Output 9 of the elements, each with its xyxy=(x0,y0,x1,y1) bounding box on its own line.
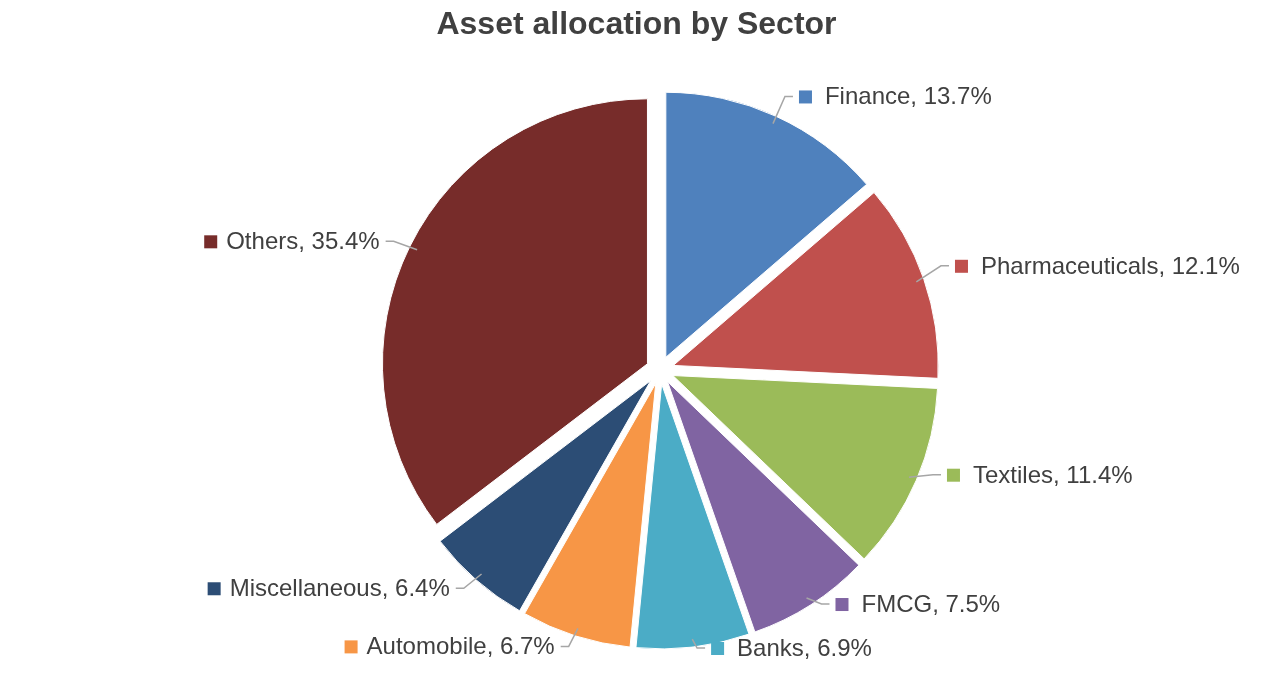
legend-label: Automobile, 6.7% xyxy=(366,632,555,660)
legend-label: Others, 35.4% xyxy=(226,227,380,255)
legend-label: Banks, 6.9% xyxy=(737,634,872,661)
legend-label: Finance, 13.7% xyxy=(824,82,992,110)
legend-label: Pharmaceuticals, 12.1% xyxy=(980,251,1240,279)
legend-label: FMCG, 7.5% xyxy=(861,590,1001,618)
chart-title: Asset allocation by Sector xyxy=(436,5,837,41)
legend-label: Textiles, 11.4% xyxy=(972,460,1133,488)
legend-label: Miscellaneous, 6.4% xyxy=(229,574,450,602)
